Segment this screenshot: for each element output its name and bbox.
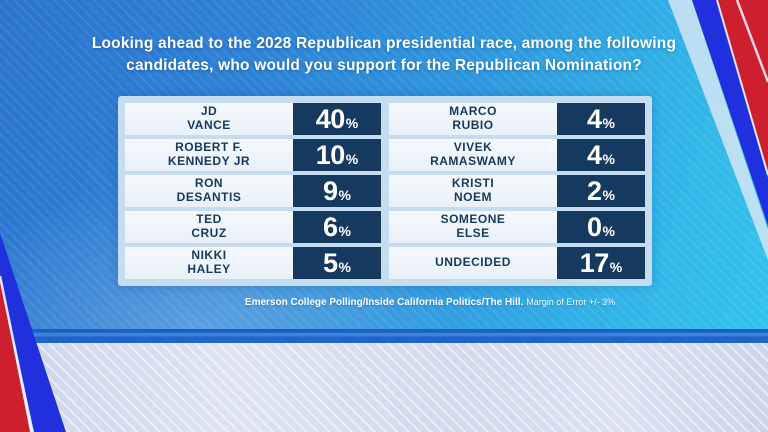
candidate-percentage: 40%	[293, 103, 381, 135]
title-line-1: Looking ahead to the 2028 Republican pre…	[91, 35, 677, 52]
pct-value: 6	[323, 211, 338, 242]
candidate-name-line2: RUBIO	[452, 118, 494, 132]
source-credit: Emerson College Polling/Inside Californi…	[244, 297, 524, 308]
candidate-percentage: 0%	[557, 211, 645, 243]
candidate-percentage: 17%	[557, 247, 645, 279]
background-horizontal-strip	[0, 329, 768, 343]
candidate-name-line1: RON	[194, 176, 224, 191]
table-row: RON DESANTIS 9% KRISTI NOEM 2%	[125, 175, 645, 207]
poll-entry-marco-rubio: MARCO RUBIO 4%	[389, 103, 645, 135]
candidate-name-line2: NOEM	[454, 190, 492, 204]
candidate-name: RON DESANTIS	[125, 175, 293, 207]
pct-value: 17	[579, 247, 610, 278]
candidate-name-line1: TED	[196, 212, 222, 227]
candidate-name-line2: VANCE	[187, 118, 231, 132]
pct-value: 40	[315, 103, 346, 134]
poll-entry-jd-vance: JD VANCE 40%	[125, 103, 381, 135]
pct-sign: %	[345, 151, 359, 167]
pct-sign: %	[338, 187, 351, 203]
candidate-name-line2: KENNEDY JR	[167, 154, 251, 168]
poll-entry-ted-cruz: TED CRUZ 6%	[125, 211, 381, 243]
pct-value: 0	[587, 211, 602, 242]
candidate-name-line1: ROBERT F.	[175, 140, 243, 155]
candidate-name-line2: RAMASWAMY	[430, 154, 516, 168]
table-row: ROBERT F. KENNEDY JR 10% VIVEK RAMASWAMY…	[125, 139, 645, 171]
poll-entry-nikki-haley: NIKKI HALEY 5%	[125, 247, 381, 279]
candidate-name: MARCO RUBIO	[389, 103, 557, 135]
candidate-name-line1: KRISTI	[451, 176, 495, 191]
pct-sign: %	[602, 223, 615, 239]
poll-entry-undecided: UNDECIDED 17%	[389, 247, 645, 279]
table-row: TED CRUZ 6% SOMEONE ELSE 0%	[125, 211, 645, 243]
candidate-name-line1: NIKKI	[191, 248, 227, 263]
candidate-percentage: 9%	[293, 175, 381, 207]
candidate-name: KRISTI NOEM	[389, 175, 557, 207]
pct-value: 4	[587, 139, 602, 170]
candidate-name-line1: JD	[200, 104, 218, 119]
candidate-name: TED CRUZ	[125, 211, 293, 243]
pct-value: 9	[323, 175, 338, 206]
table-row: JD VANCE 40% MARCO RUBIO 4%	[125, 103, 645, 135]
candidate-name: NIKKI HALEY	[125, 247, 293, 279]
poll-entry-vivek-ramaswamy: VIVEK RAMASWAMY 4%	[389, 139, 645, 171]
candidate-name-line1: MARCO	[449, 104, 497, 119]
pct-value: 2	[587, 175, 602, 206]
pct-sign: %	[338, 259, 351, 275]
pct-sign: %	[602, 187, 615, 203]
candidate-percentage: 5%	[293, 247, 381, 279]
pct-sign: %	[345, 115, 359, 131]
candidate-name-line2: HALEY	[187, 262, 231, 276]
margin-of-error: Margin of Error +/- 3%	[526, 297, 616, 307]
poll-entry-someone-else: SOMEONE ELSE 0%	[389, 211, 645, 243]
background-bottom-light-band	[0, 343, 768, 432]
candidate-name: ROBERT F. KENNEDY JR	[125, 139, 293, 171]
poll-entry-rfk-jr: ROBERT F. KENNEDY JR 10%	[125, 139, 381, 171]
poll-entry-kristi-noem: KRISTI NOEM 2%	[389, 175, 645, 207]
candidate-name-line1: VIVEK	[453, 140, 493, 155]
candidate-name: SOMEONE ELSE	[389, 211, 557, 243]
candidate-name: UNDECIDED	[389, 247, 557, 279]
pct-value: 4	[587, 103, 602, 134]
candidate-name-line2: ELSE	[456, 226, 490, 240]
candidate-percentage: 4%	[557, 103, 645, 135]
poll-source-line: Emerson College Polling/Inside Californi…	[0, 292, 768, 310]
pct-value: 5	[323, 247, 338, 278]
candidate-percentage: 10%	[293, 139, 381, 171]
candidate-name-line1: UNDECIDED	[435, 255, 511, 270]
pct-sign: %	[602, 115, 615, 131]
candidate-name: VIVEK RAMASWAMY	[389, 139, 557, 171]
candidate-percentage: 6%	[293, 211, 381, 243]
pct-value: 10	[315, 139, 346, 170]
poll-question-title: Looking ahead to the 2028 Republican pre…	[30, 33, 738, 77]
candidate-name-line1: SOMEONE	[440, 212, 506, 227]
candidate-percentage: 2%	[557, 175, 645, 207]
pct-sign: %	[609, 259, 623, 275]
candidate-percentage: 4%	[557, 139, 645, 171]
table-row: NIKKI HALEY 5% UNDECIDED 17%	[125, 247, 645, 279]
poll-results-table: JD VANCE 40% MARCO RUBIO 4% R	[118, 96, 652, 286]
poll-entry-ron-desantis: RON DESANTIS 9%	[125, 175, 381, 207]
pct-sign: %	[602, 151, 615, 167]
candidate-name: JD VANCE	[125, 103, 293, 135]
pct-sign: %	[338, 223, 351, 239]
candidate-name-line2: CRUZ	[191, 226, 227, 240]
candidate-name-line2: DESANTIS	[176, 190, 242, 204]
title-line-2: candidates, who would you support for th…	[126, 57, 642, 74]
